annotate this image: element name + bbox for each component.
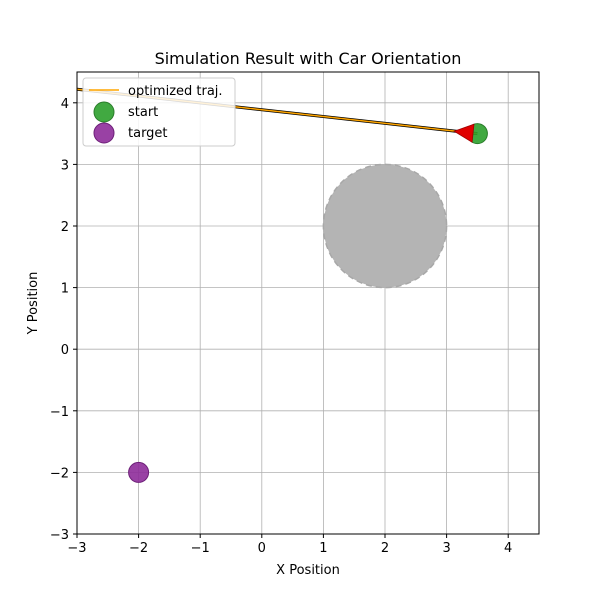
x-tick-label: 3 xyxy=(442,541,450,556)
x-tick-label: −3 xyxy=(67,541,86,556)
plot-frame xyxy=(76,71,540,535)
y-tick-label: 3 xyxy=(61,158,69,173)
y-axis-label: Y Position xyxy=(26,272,41,336)
legend-label-start: start xyxy=(128,105,158,120)
x-tick-label: 2 xyxy=(381,541,389,556)
legend: optimized traj. start target xyxy=(82,77,236,147)
plot-background xyxy=(77,72,539,534)
y-tick-label: 4 xyxy=(61,97,69,112)
car-orientation-arrow xyxy=(453,123,475,143)
y-tick-label: 2 xyxy=(61,220,69,235)
legend-marker-start xyxy=(93,101,115,123)
x-tick-label: −2 xyxy=(129,541,148,556)
y-tick-label: −2 xyxy=(50,466,69,481)
x-tick-label: 1 xyxy=(319,541,327,556)
chart-title: Simulation Result with Car Orientation xyxy=(155,49,462,68)
y-tick-label: 1 xyxy=(61,282,69,297)
obstacle-circle xyxy=(322,163,448,289)
legend-marker-target xyxy=(93,122,115,144)
x-tick-label: 4 xyxy=(504,541,512,556)
legend-label-trajectory: optimized traj. xyxy=(128,84,223,99)
legend-label-target: target xyxy=(128,126,168,141)
x-tick-label: −1 xyxy=(191,541,210,556)
x-tick-label: 0 xyxy=(258,541,266,556)
y-tick-label: −3 xyxy=(50,528,69,543)
legend-box xyxy=(82,77,236,147)
y-tick-label: 0 xyxy=(61,343,69,358)
ticks: −3 −2 −1 0 1 2 3 4 −3 −2 −1 0 1 2 3 4 xyxy=(50,97,513,556)
x-axis-label: X Position xyxy=(276,563,340,578)
target-point xyxy=(128,461,150,483)
y-tick-label: −1 xyxy=(50,405,69,420)
